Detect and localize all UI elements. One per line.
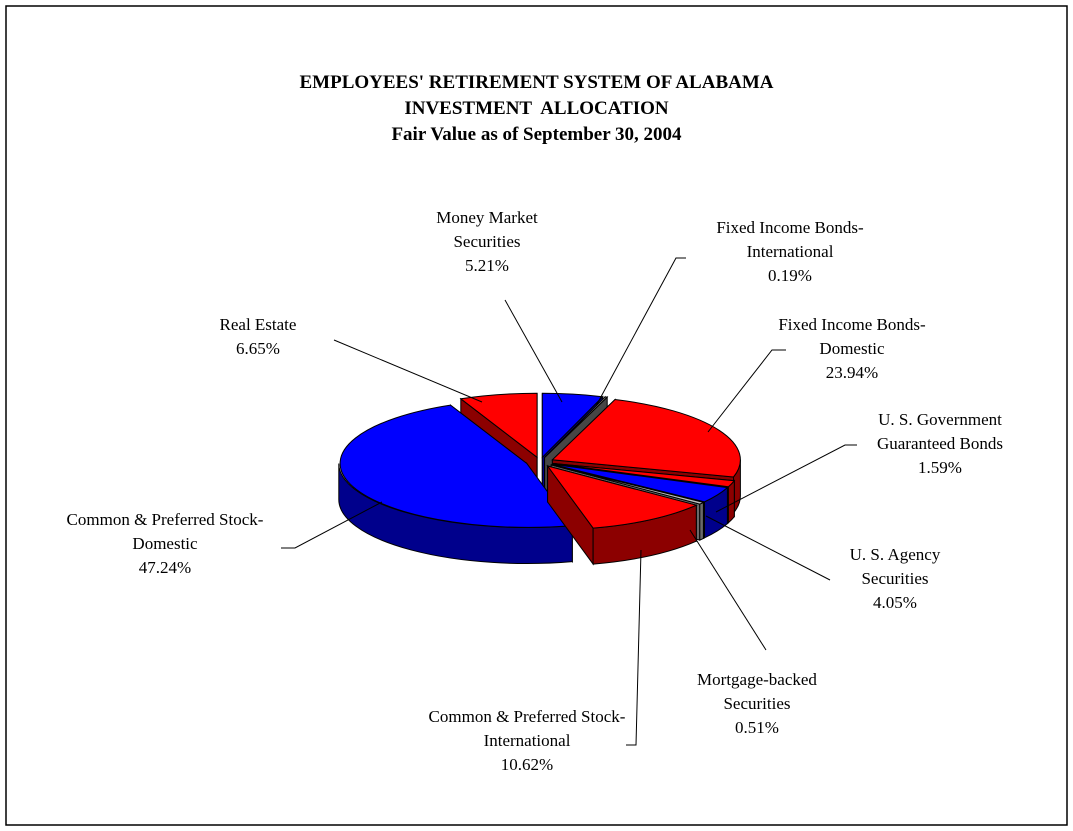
leader-line: [504, 299, 563, 403]
slice-name: Mortgage-backed Securities: [697, 670, 817, 713]
slice-side: [727, 479, 735, 524]
slice-value: 4.05%: [873, 593, 917, 612]
slice-name: Common & Preferred Stock-International: [428, 707, 626, 750]
slice-name: Money Market Securities: [436, 208, 538, 251]
leader-line: [626, 549, 642, 746]
slice-value: 0.51%: [735, 718, 779, 737]
slice-name: U. S. Agency Securities: [849, 545, 941, 588]
slice: [552, 463, 729, 503]
leader-line: [705, 515, 831, 581]
frame: [5, 5, 1068, 826]
slice-value: 23.94%: [825, 363, 879, 382]
slice-label: Common & Preferred Stock-International 10…: [427, 705, 627, 777]
slice-value: 6.65%: [236, 339, 280, 358]
slice-value: 1.59%: [918, 458, 962, 477]
chart-title: EMPLOYEES' RETIREMENT SYSTEM OF ALABAMA: [299, 72, 774, 93]
slice-label: U. S. Government Guaranteed Bonds 1.59%: [850, 408, 1030, 480]
slice-label: Mortgage-backed Securities 0.51%: [687, 668, 827, 740]
chart-subtitle: Fair Value as of September 30, 2004: [391, 124, 682, 145]
slice-label: Common & Preferred Stock-Domestic 47.24%: [65, 508, 265, 580]
slice: [541, 392, 604, 459]
slice: [459, 392, 538, 459]
slice-value: 10.62%: [500, 755, 554, 774]
slice-label: Real Estate 6.65%: [198, 313, 318, 361]
slice-name: Real Estate: [219, 315, 297, 334]
slice: [339, 404, 574, 528]
slice: [551, 464, 705, 505]
slice: [553, 463, 736, 488]
leader-line: [715, 444, 857, 513]
slice-value: 5.21%: [465, 256, 509, 275]
slice: [546, 465, 698, 529]
leader-line: [281, 501, 383, 549]
slice-label: Fixed Income Bonds-International 0.19%: [695, 216, 885, 288]
slice-side: [699, 501, 704, 541]
leader-line: [689, 529, 767, 651]
slice-value: 0.19%: [768, 266, 812, 285]
slice-name: Fixed Income Bonds-Domestic: [778, 315, 926, 358]
slice-label: Money Market Securities 5.21%: [422, 206, 552, 278]
slice-label: Fixed Income Bonds-Domestic 23.94%: [767, 313, 937, 385]
slice-value: 47.24%: [138, 558, 192, 577]
slice: [551, 398, 741, 478]
slice-name: Common & Preferred Stock-Domestic: [66, 510, 264, 553]
slice-name: Fixed Income Bonds-International: [716, 218, 864, 261]
slice-name: U. S. Government Guaranteed Bonds: [876, 410, 1004, 453]
leader-line: [333, 339, 483, 403]
leader-line: [595, 257, 686, 407]
slice-label: U. S. Agency Securities 4.05%: [825, 543, 965, 615]
chart-subtitle: INVESTMENT ALLOCATION: [404, 98, 669, 119]
leader-line: [707, 349, 786, 433]
slice: [544, 396, 609, 458]
